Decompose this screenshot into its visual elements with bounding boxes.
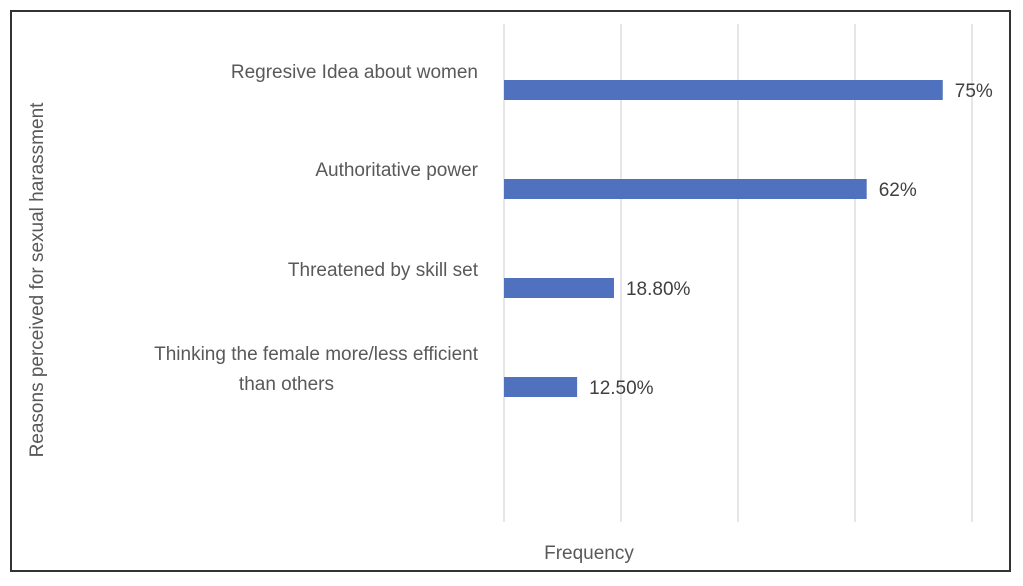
x-axis-title: Frequency bbox=[544, 543, 634, 564]
data-label: 62% bbox=[879, 180, 917, 201]
category-label: Thinking the female more/less efficient bbox=[154, 344, 479, 365]
data-label: 12.50% bbox=[589, 378, 654, 399]
category-label: Authoritative power bbox=[315, 160, 478, 181]
bars bbox=[504, 80, 943, 397]
data-label: 18.80% bbox=[626, 279, 691, 300]
chart-frame: 75% Regresive Idea about women 62% Authorit… bbox=[10, 10, 1011, 572]
bar bbox=[504, 80, 943, 100]
bar-chart: 75% Regresive Idea about women 62% Authorit… bbox=[27, 24, 993, 564]
data-label: 75% bbox=[955, 81, 993, 102]
bar bbox=[504, 278, 614, 298]
category-label: Threatened by skill set bbox=[288, 260, 479, 281]
y-axis-title: Reasons perceived for sexual harassment bbox=[27, 102, 48, 458]
bar bbox=[504, 179, 867, 199]
category-label: than others bbox=[239, 374, 334, 395]
gridlines bbox=[503, 24, 973, 522]
category-label: Regresive Idea about women bbox=[231, 62, 478, 83]
labels: 75% Regresive Idea about women 62% Authorit… bbox=[154, 62, 993, 399]
bar bbox=[504, 377, 578, 397]
